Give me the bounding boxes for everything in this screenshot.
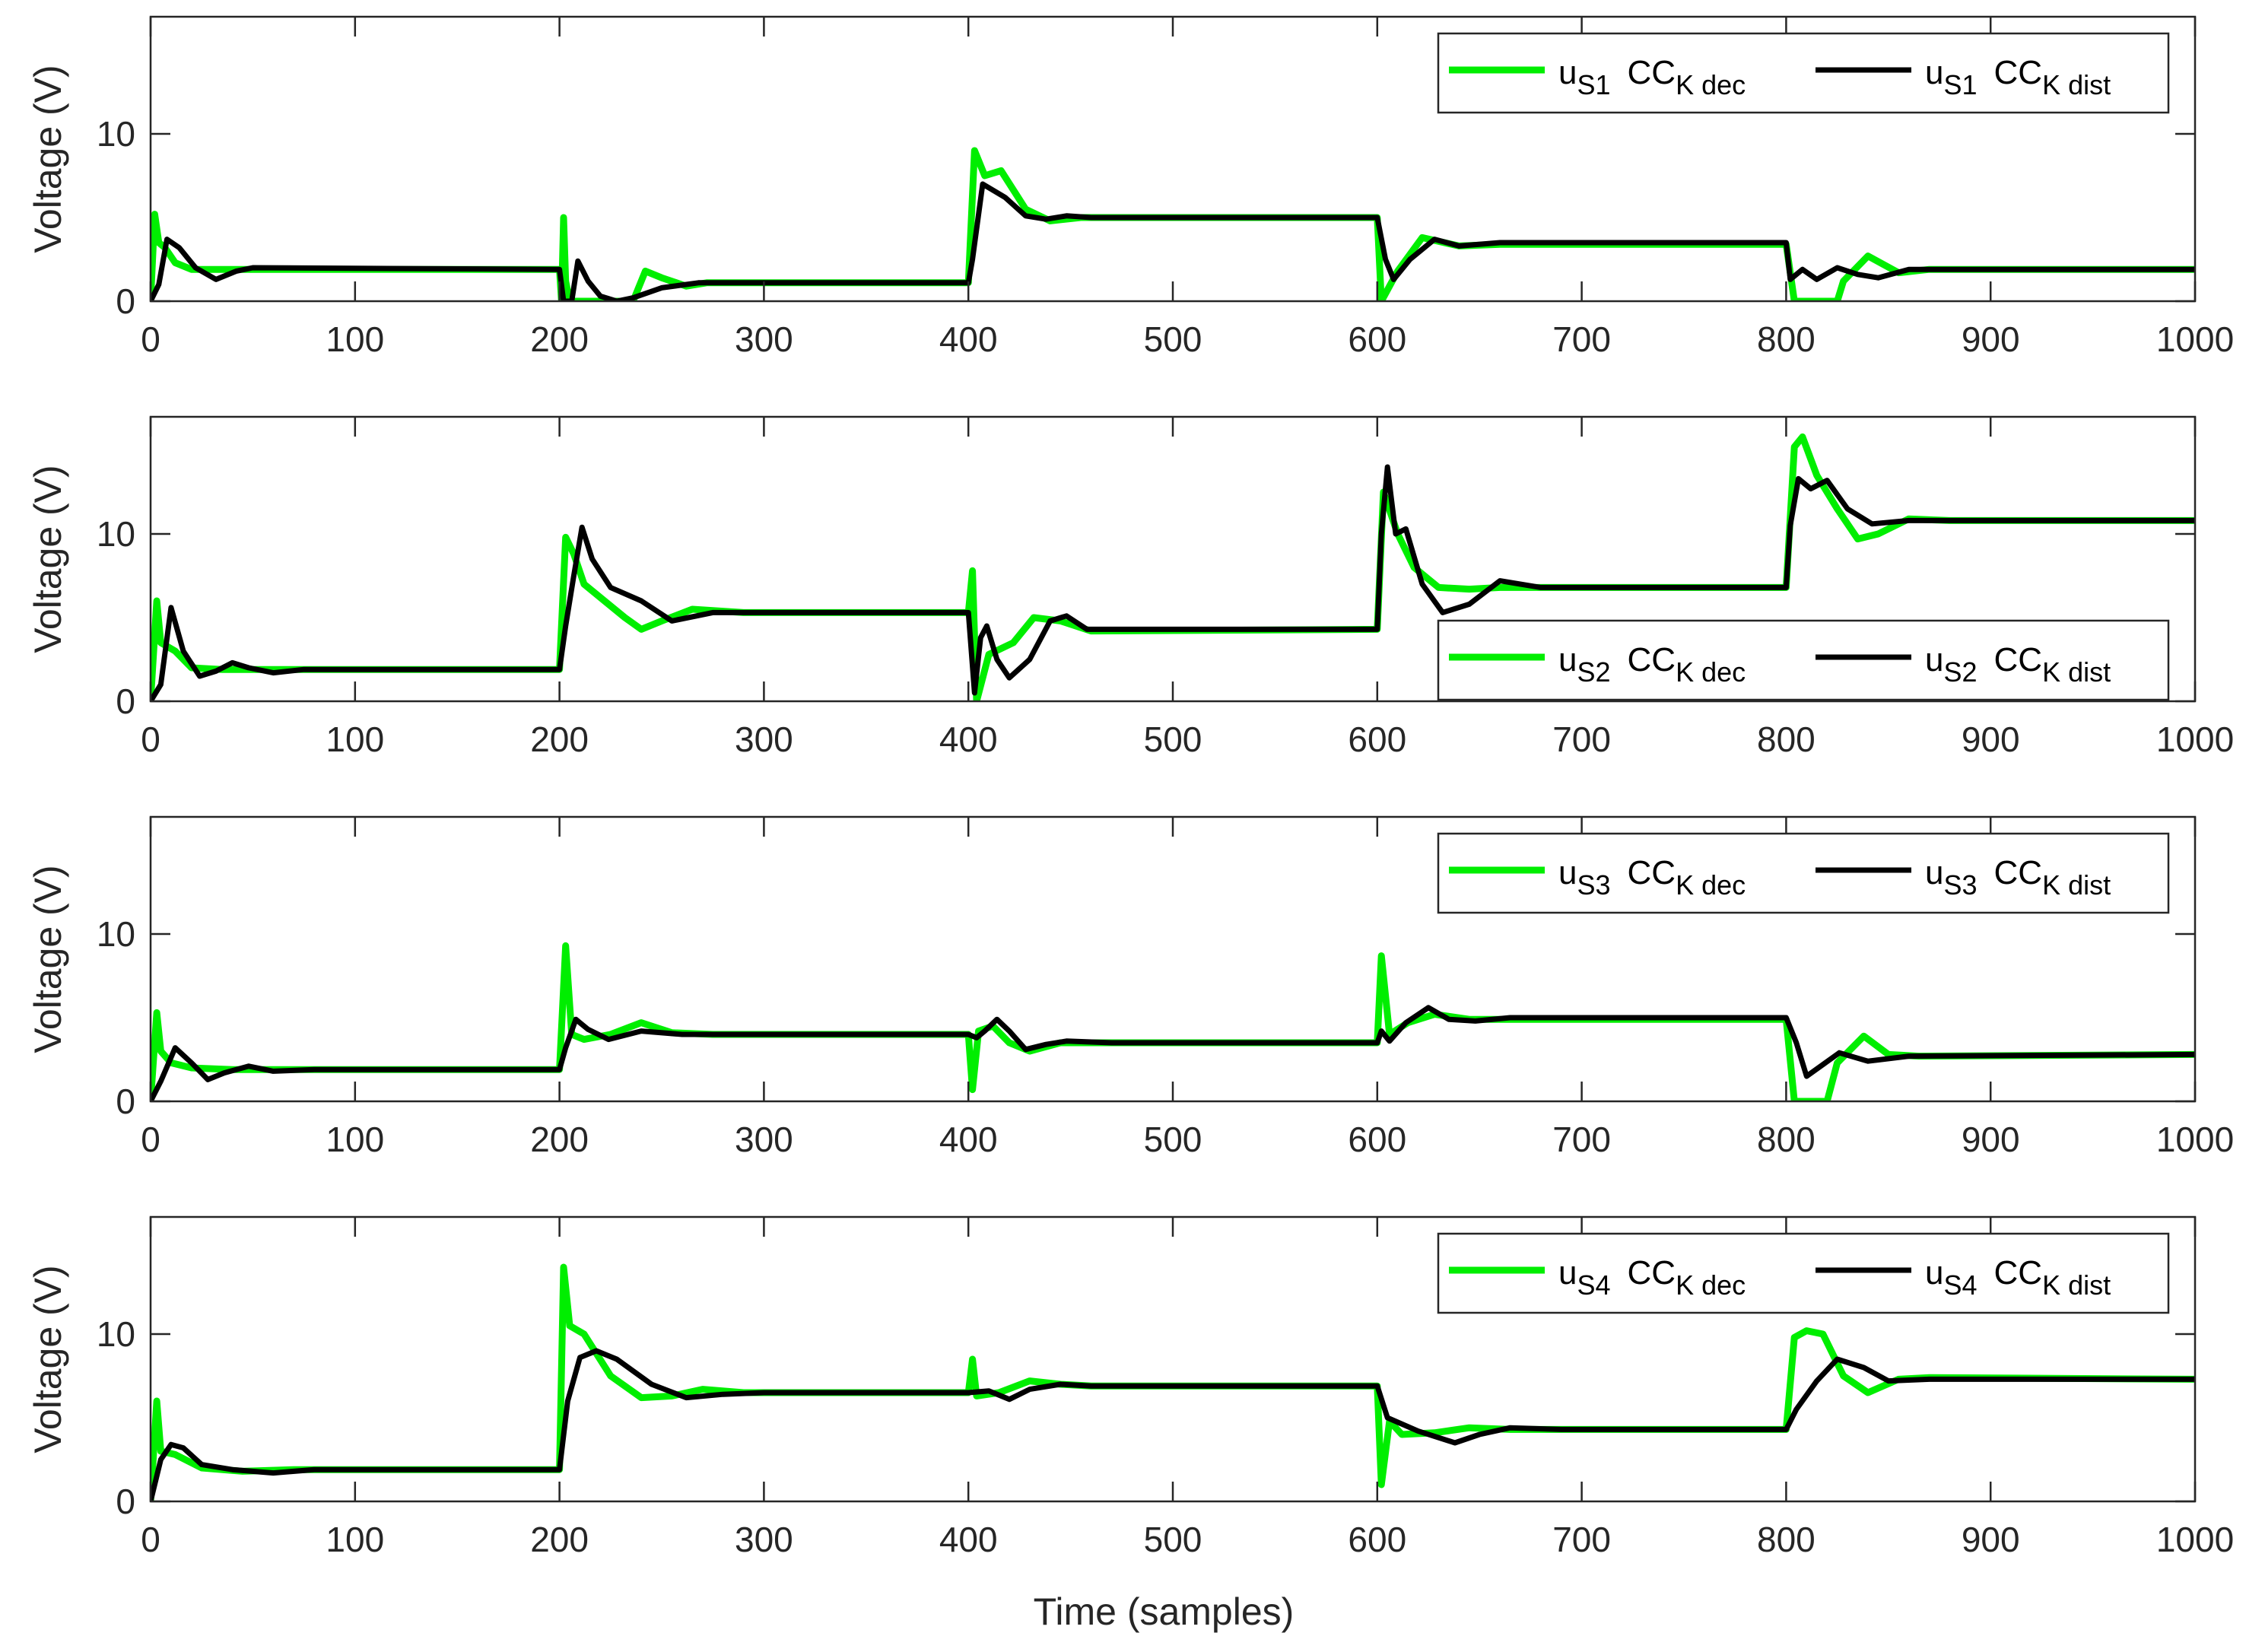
- x-tick-label: 600: [1348, 319, 1406, 359]
- x-tick-label: 400: [939, 1520, 998, 1559]
- x-tick-label: 100: [326, 319, 384, 359]
- y-tick-label: 0: [116, 1082, 135, 1121]
- x-tick-label: 900: [1962, 1120, 2020, 1159]
- x-tick-label: 600: [1348, 720, 1406, 759]
- legend-box: [1437, 32, 2170, 114]
- x-tick-label: 500: [1144, 1120, 1202, 1159]
- series-line-dec: [151, 433, 2195, 701]
- legend: uS4 CCK dec uS4 CCK dist: [1437, 1232, 2170, 1314]
- legend-box: [1437, 619, 2170, 701]
- y-axis-label: Voltage (V): [27, 65, 69, 253]
- x-tick-label: 0: [141, 1520, 160, 1559]
- panel-2: 0 100 200 300 400 500 600 700 800 900 1000 0 10 Volta…: [27, 415, 2234, 759]
- y-tick-label: 10: [97, 1314, 135, 1354]
- series-line-dist: [151, 464, 2195, 701]
- x-tick-label: 200: [530, 1520, 589, 1559]
- legend-entry-dec: uS4 CCK dec: [1558, 1254, 1746, 1301]
- x-tick-label: 800: [1757, 1120, 1816, 1159]
- legend: uS2 CCK dec uS2 CCK dist: [1437, 619, 2170, 701]
- y-tick-label: 10: [97, 514, 135, 554]
- series-line-dec: [151, 942, 2195, 1101]
- y-axis-label: Voltage (V): [27, 1265, 69, 1453]
- x-tick-label: 0: [141, 720, 160, 759]
- x-tick-label: 1000: [2156, 319, 2234, 359]
- x-tick-label: 700: [1552, 319, 1611, 359]
- x-tick-label: 300: [735, 319, 793, 359]
- x-tick-label: 300: [735, 1520, 793, 1559]
- y-tick-label: 0: [116, 681, 135, 721]
- legend: uS3 CCK dec uS3 CCK dist: [1437, 832, 2170, 914]
- x-tick-label: 900: [1962, 720, 2020, 759]
- x-tick-label: 600: [1348, 1520, 1406, 1559]
- x-tick-label: 500: [1144, 720, 1202, 759]
- x-axis-label: Time (samples): [1034, 1590, 1295, 1633]
- legend-entry-dist: uS1 CCK dist: [1925, 54, 2111, 100]
- legend-entry-dist: uS4 CCK dist: [1925, 1254, 2111, 1301]
- x-tick-label: 800: [1757, 319, 1816, 359]
- x-tick-label: 100: [326, 1120, 384, 1159]
- x-tick-label: 700: [1552, 1520, 1611, 1559]
- y-tick-label: 0: [116, 281, 135, 321]
- x-tick-label: 200: [530, 319, 589, 359]
- y-tick-label: 10: [97, 914, 135, 954]
- series-line-dist: [151, 181, 2195, 301]
- legend-box: [1437, 832, 2170, 914]
- x-tick-label: 200: [530, 720, 589, 759]
- x-tick-label: 1000: [2156, 1520, 2234, 1559]
- x-tick-label: 500: [1144, 1520, 1202, 1559]
- x-tick-label: 900: [1962, 319, 2020, 359]
- panel-1: 0 100 200 300 400 500 600 700 800 900 1000 0 10 Volta…: [27, 15, 2234, 359]
- x-tick-label: 800: [1757, 1520, 1816, 1559]
- legend-entry-dec: uS2 CCK dec: [1558, 641, 1746, 688]
- x-tick-label: 200: [530, 1120, 589, 1159]
- y-tick-label: 0: [116, 1482, 135, 1521]
- y-tick-label: 10: [97, 114, 135, 154]
- panel-3: 0 100 200 300 400 500 600 700 800 900 1000 0 10 Volta…: [27, 815, 2234, 1159]
- legend-entry-dec: uS3 CCK dec: [1558, 854, 1746, 901]
- legend: uS1 CCK dec uS1 CCK dist: [1437, 32, 2170, 114]
- x-tick-label: 700: [1552, 1120, 1611, 1159]
- x-tick-label: 300: [735, 1120, 793, 1159]
- x-tick-label: 100: [326, 1520, 384, 1559]
- legend-entry-dec: uS1 CCK dec: [1558, 54, 1746, 100]
- x-tick-label: 400: [939, 720, 998, 759]
- x-tick-label: 400: [939, 319, 998, 359]
- legend-entry-dist: uS2 CCK dist: [1925, 641, 2111, 688]
- y-axis-label: Voltage (V): [27, 865, 69, 1053]
- x-tick-label: 1000: [2156, 1120, 2234, 1159]
- x-tick-label: 0: [141, 319, 160, 359]
- x-tick-label: 500: [1144, 319, 1202, 359]
- x-tick-label: 800: [1757, 720, 1816, 759]
- y-axis-label: Voltage (V): [27, 465, 69, 653]
- x-tick-label: 100: [326, 720, 384, 759]
- legend-box: [1437, 1232, 2170, 1314]
- x-tick-label: 900: [1962, 1520, 2020, 1559]
- panel-4: 0 100 200 300 400 500 600 700 800 900 1000 0 10 Volta…: [27, 1215, 2234, 1559]
- series-line-dist: [151, 1005, 2195, 1101]
- x-tick-label: 0: [141, 1120, 160, 1159]
- series-line-dec: [151, 147, 2195, 301]
- x-tick-label: 700: [1552, 720, 1611, 759]
- series-line-dist: [151, 1348, 2195, 1501]
- x-tick-label: 1000: [2156, 720, 2234, 759]
- x-tick-label: 400: [939, 1120, 998, 1159]
- x-tick-label: 300: [735, 720, 793, 759]
- x-tick-label: 600: [1348, 1120, 1406, 1159]
- legend-entry-dist: uS3 CCK dist: [1925, 854, 2111, 901]
